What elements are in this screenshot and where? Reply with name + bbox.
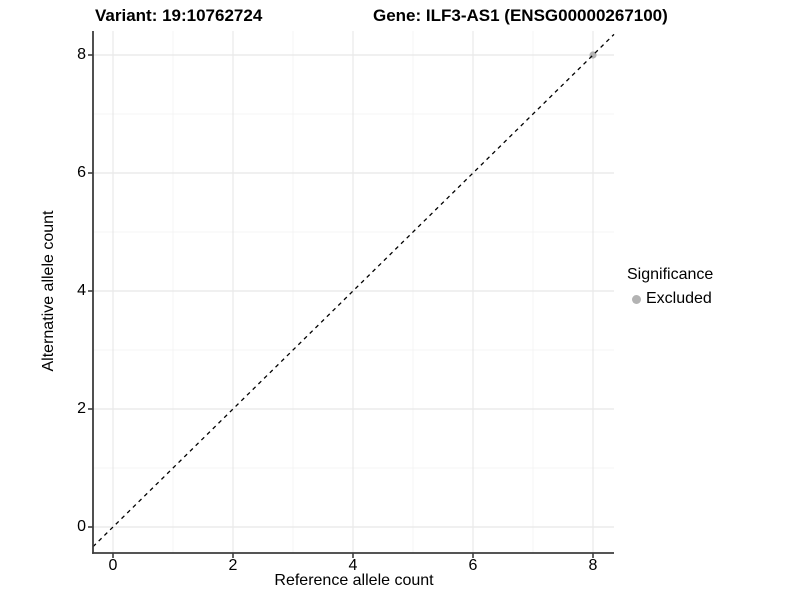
y-tick-label: 2 (77, 400, 86, 417)
x-tick-label: 0 (108, 557, 118, 574)
legend-entry-label: Excluded (646, 290, 712, 307)
x-axis-title: Reference allele count (274, 572, 434, 589)
x-tick-label: 6 (468, 557, 478, 574)
x-tick-label: 2 (228, 557, 238, 574)
y-tick-label: 8 (77, 46, 86, 63)
y-tick-label: 4 (77, 282, 86, 299)
excluded-point-swatch (632, 294, 641, 304)
y-tick-label: 6 (77, 164, 86, 181)
x-tick-label: 4 (348, 557, 358, 574)
variant-title: Variant: 19:10762724 (95, 6, 263, 25)
legend-entry-excluded: Excluded (627, 289, 713, 309)
legend: Significance Excluded (627, 265, 713, 309)
gene-title: Gene: ILF3-AS1 (ENSG00000267100) (373, 6, 668, 25)
y-tick-label: 0 (77, 518, 86, 535)
x-tick-label: 8 (588, 557, 598, 574)
legend-title: Significance (627, 266, 714, 283)
identity-line (92, 33, 615, 548)
